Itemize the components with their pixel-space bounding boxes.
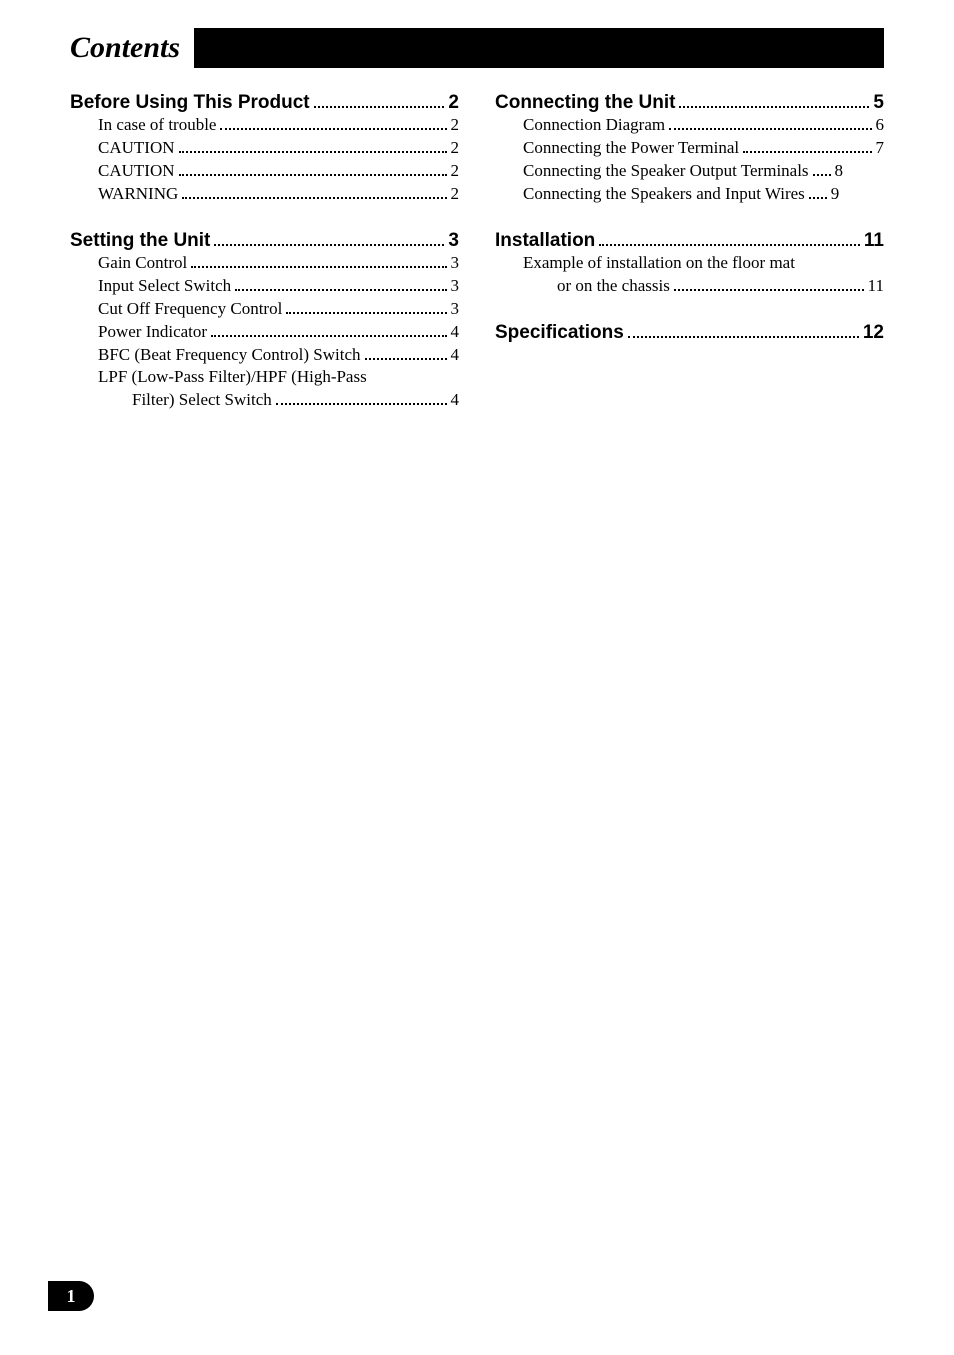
toc-entry: CAUTION 2: [70, 137, 459, 160]
leader-dots: [599, 233, 860, 246]
entry-label: or on the chassis: [557, 275, 670, 298]
toc-entry: CAUTION 2: [70, 160, 459, 183]
entry-label: Example of installation on the floor mat: [523, 252, 795, 275]
entry-page: 2: [451, 114, 460, 137]
entry-label: Connecting the Speaker Output Terminals: [523, 160, 809, 183]
toc-entry: Power Indicator 4: [70, 321, 459, 344]
toc-entry: In case of trouble 2: [70, 114, 459, 137]
entry-page: 9: [831, 183, 840, 206]
leader-dots: [679, 95, 869, 108]
entry-label: Gain Control: [98, 252, 187, 275]
toc-entry: Connecting the Power Terminal 7: [495, 137, 884, 160]
toc-entry: WARNING 2: [70, 183, 459, 206]
entry-label: In case of trouble: [98, 114, 216, 137]
toc-entry: Connection Diagram 6: [495, 114, 884, 137]
entry-label: Power Indicator: [98, 321, 207, 344]
toc-columns: Before Using This Product 2 In case of t…: [70, 92, 884, 412]
page-container: Contents Before Using This Product 2 In …: [0, 0, 954, 412]
leader-dots: [211, 323, 446, 337]
leader-dots: [674, 277, 864, 291]
leader-dots: [813, 162, 831, 176]
entry-label: Connection Diagram: [523, 114, 665, 137]
toc-entry: Connecting the Speaker Output Terminals …: [495, 160, 884, 183]
entry-label: WARNING: [98, 183, 178, 206]
page-number-badge: 1: [48, 1281, 94, 1311]
leader-dots: [669, 116, 871, 130]
leader-dots: [191, 254, 446, 268]
entry-label: Filter) Select Switch: [132, 389, 272, 412]
toc-entry: Cut Off Frequency Control 3: [70, 298, 459, 321]
leader-dots: [314, 95, 445, 108]
section-gap: [495, 206, 884, 222]
section-heading: Specifications 12: [495, 322, 884, 344]
leader-dots: [220, 116, 446, 130]
title-bar: Contents: [70, 28, 884, 68]
leader-dots: [628, 325, 859, 338]
toc-entry: Connecting the Speakers and Input Wires …: [495, 183, 884, 206]
entry-page: 11: [868, 275, 884, 298]
title-white-segment: Contents: [70, 28, 194, 68]
section-title: Connecting the Unit: [495, 92, 675, 114]
entry-page: 3: [451, 275, 460, 298]
entry-label: BFC (Beat Frequency Control) Switch: [98, 344, 361, 367]
entry-label: Connecting the Power Terminal: [523, 137, 739, 160]
entry-page: 4: [451, 344, 460, 367]
leader-dots: [286, 300, 446, 314]
leader-dots: [182, 185, 446, 199]
toc-entry: BFC (Beat Frequency Control) Switch 4: [70, 344, 459, 367]
section-page: 3: [448, 230, 459, 252]
entry-page: 2: [451, 137, 460, 160]
section-gap: [495, 298, 884, 314]
toc-entry: Gain Control 3: [70, 252, 459, 275]
section-gap: [70, 206, 459, 222]
entry-page: 3: [451, 298, 460, 321]
toc-entry: Input Select Switch 3: [70, 275, 459, 298]
entry-label: Input Select Switch: [98, 275, 231, 298]
entry-label: CAUTION: [98, 160, 175, 183]
leader-dots: [179, 162, 447, 176]
entry-page: 4: [451, 389, 460, 412]
section-heading: Before Using This Product 2: [70, 92, 459, 114]
section-title: Setting the Unit: [70, 230, 210, 252]
entry-label: CAUTION: [98, 137, 175, 160]
section-page: 2: [448, 92, 459, 114]
leader-dots: [743, 139, 871, 153]
entry-page: 4: [451, 321, 460, 344]
leader-dots: [365, 346, 447, 360]
left-column: Before Using This Product 2 In case of t…: [70, 92, 459, 412]
section-page: 11: [864, 230, 884, 252]
section-page: 12: [863, 322, 884, 344]
leader-dots: [179, 139, 447, 153]
section-title: Before Using This Product: [70, 92, 310, 114]
toc-entry-continuation: or on the chassis 11: [495, 275, 884, 298]
page-number: 1: [67, 1286, 76, 1307]
title-black-segment: [194, 28, 884, 68]
entry-page: 2: [451, 160, 460, 183]
entry-page: 7: [876, 137, 885, 160]
leader-dots: [214, 233, 444, 246]
right-column: Connecting the Unit 5 Connection Diagram…: [495, 92, 884, 412]
toc-entry-continuation: Filter) Select Switch 4: [70, 389, 459, 412]
entry-label: LPF (Low-Pass Filter)/HPF (High-Pass: [98, 366, 367, 389]
section-title: Specifications: [495, 322, 624, 344]
contents-title: Contents: [70, 31, 180, 65]
entry-label: Cut Off Frequency Control: [98, 298, 282, 321]
leader-dots: [809, 185, 827, 199]
entry-label: Connecting the Speakers and Input Wires: [523, 183, 805, 206]
leader-dots: [235, 277, 446, 291]
section-page: 5: [873, 92, 884, 114]
leader-dots: [276, 392, 447, 406]
section-heading: Setting the Unit 3: [70, 230, 459, 252]
section-title: Installation: [495, 230, 595, 252]
toc-entry: Example of installation on the floor mat: [495, 252, 884, 275]
toc-entry: LPF (Low-Pass Filter)/HPF (High-Pass: [70, 366, 459, 389]
entry-page: 6: [876, 114, 885, 137]
entry-page: 8: [835, 160, 844, 183]
entry-page: 2: [451, 183, 460, 206]
section-heading: Installation 11: [495, 230, 884, 252]
section-heading: Connecting the Unit 5: [495, 92, 884, 114]
entry-page: 3: [451, 252, 460, 275]
